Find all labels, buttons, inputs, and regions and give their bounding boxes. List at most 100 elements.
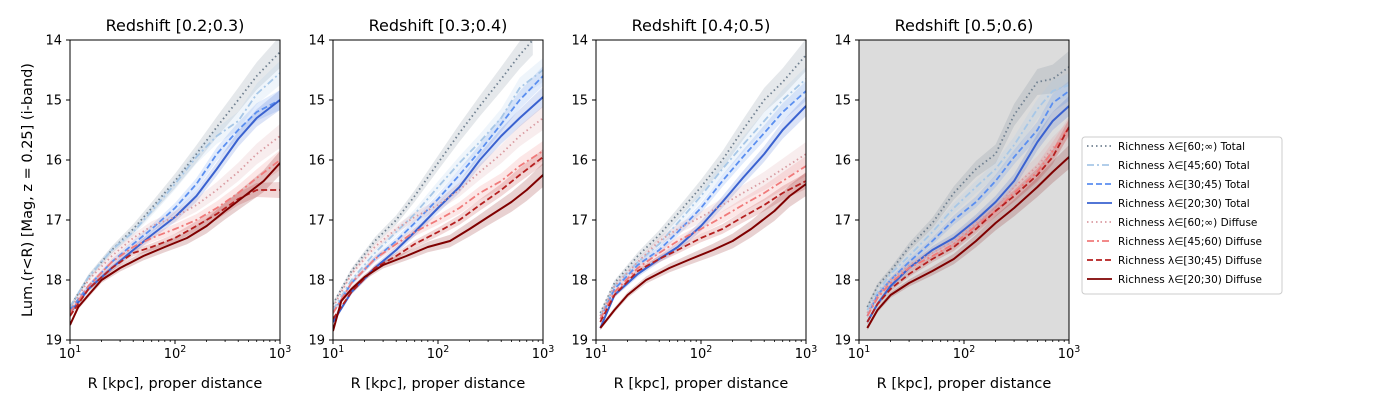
y-tick-label: 15: [571, 94, 588, 109]
x-axis-label: R [kpc], proper distance: [614, 376, 789, 392]
series-line-1: [599, 54, 806, 314]
y-tick-label: 17: [308, 214, 325, 229]
series-line-8: [866, 156, 1069, 329]
series-line-4: [70, 99, 280, 314]
y-tick-label: 19: [571, 334, 588, 349]
y-tick-label: 15: [45, 94, 62, 109]
series-line-6: [70, 159, 280, 314]
confidence-band-8: [70, 151, 280, 327]
x-tick-label: 101: [848, 344, 871, 362]
confidence-band-1: [333, 40, 533, 306]
y-axis-label: Lum.(r<R) [Mag, z = 0.25] (i-band): [20, 63, 36, 317]
y-tick-label: 16: [45, 154, 62, 169]
series-line-4: [866, 105, 1069, 323]
x-tick-label: 103: [1058, 344, 1081, 362]
legend-label: Richness λ∈[20;30) Total: [1118, 198, 1250, 210]
x-tick-label: 103: [532, 344, 555, 362]
confidence-band-4: [867, 96, 1069, 325]
series-line-7: [866, 126, 1069, 323]
confidence-band-2: [867, 73, 1069, 313]
confidence-band-7: [70, 182, 280, 318]
legend-label: Richness λ∈[20;30) Diffuse: [1118, 274, 1262, 286]
series-line-4: [599, 105, 806, 329]
panel-title: Redshift [0.2;0.3): [106, 16, 245, 35]
confidence-band-3: [600, 81, 806, 322]
confidence-band-1: [600, 40, 806, 316]
series-line-3: [333, 75, 543, 314]
y-tick-label: 19: [308, 334, 325, 349]
confidence-band-2: [333, 58, 543, 312]
confidence-band-8: [333, 163, 543, 333]
confidence-band-8: [600, 172, 806, 331]
y-tick-label: 15: [308, 94, 325, 109]
panel-title: Redshift [0.4;0.5): [632, 16, 771, 35]
confidence-band-5: [600, 142, 806, 319]
legend-label: Richness λ∈[45;60) Diffuse: [1118, 236, 1262, 248]
confidence-band-1: [867, 51, 1069, 310]
series-line-3: [70, 99, 280, 311]
x-axis-label: R [kpc], proper distance: [88, 376, 263, 392]
x-tick-label: 101: [585, 344, 608, 362]
confidence-band-7: [333, 149, 543, 321]
series-line-8: [333, 174, 543, 332]
x-tick-label: 101: [59, 344, 82, 362]
series-line-6: [866, 126, 1069, 317]
x-tick-label: 102: [690, 344, 713, 362]
confidence-band-6: [600, 156, 806, 322]
confidence-band-3: [867, 81, 1069, 319]
series-line-3: [599, 90, 806, 320]
y-tick-label: 18: [45, 274, 62, 289]
series-line-1: [333, 40, 534, 305]
y-tick-label: 15: [834, 94, 851, 109]
confidence-band-6: [70, 150, 280, 315]
confidence-band-3: [333, 66, 543, 315]
x-axis-label: R [kpc], proper distance: [877, 376, 1052, 392]
confidence-band-1: [70, 40, 280, 309]
y-tick-label: 17: [571, 214, 588, 229]
confidence-band-4: [600, 96, 806, 331]
series-line-8: [599, 183, 806, 329]
y-tick-label: 16: [834, 154, 851, 169]
x-tick-label: 103: [269, 344, 292, 362]
series-line-8: [70, 162, 280, 326]
y-tick-label: 14: [308, 34, 325, 49]
series-line-6: [333, 150, 543, 314]
confidence-band-6: [333, 141, 543, 315]
x-tick-label: 102: [164, 344, 187, 362]
x-axis-label: R [kpc], proper distance: [351, 376, 526, 392]
x-tick-label: 102: [427, 344, 450, 362]
x-tick-label: 102: [953, 344, 976, 362]
y-tick-label: 18: [308, 274, 325, 289]
confidence-band-7: [600, 173, 806, 325]
x-tick-label: 103: [795, 344, 818, 362]
y-tick-label: 19: [45, 334, 62, 349]
series-line-5: [866, 132, 1069, 314]
y-tick-label: 16: [571, 154, 588, 169]
confidence-band-3: [70, 90, 280, 312]
series-line-5: [70, 135, 280, 311]
y-tick-label: 18: [834, 274, 851, 289]
y-tick-label: 17: [45, 214, 62, 229]
x-tick-label: 101: [322, 344, 345, 362]
confidence-band-2: [600, 67, 806, 319]
series-line-7: [599, 180, 806, 323]
y-tick-label: 18: [571, 274, 588, 289]
y-tick-label: 17: [834, 214, 851, 229]
y-tick-label: 14: [571, 34, 588, 49]
series-line-5: [333, 117, 543, 308]
series-line-6: [599, 165, 806, 320]
series-line-1: [70, 51, 280, 308]
legend-label: Richness λ∈[30;45) Total: [1118, 179, 1250, 191]
legend-label: Richness λ∈[60;∞) Diffuse: [1118, 217, 1257, 229]
legend-label: Richness λ∈[45;60) Total: [1118, 160, 1250, 172]
panel-title: Redshift [0.3;0.4): [369, 16, 508, 35]
y-tick-label: 14: [45, 34, 62, 49]
legend-label: Richness λ∈[30;45) Diffuse: [1118, 255, 1262, 267]
panel-title: Redshift [0.5;0.6): [895, 16, 1034, 35]
legend-label: Richness λ∈[60;∞) Total: [1118, 141, 1245, 153]
y-tick-label: 16: [308, 154, 325, 169]
